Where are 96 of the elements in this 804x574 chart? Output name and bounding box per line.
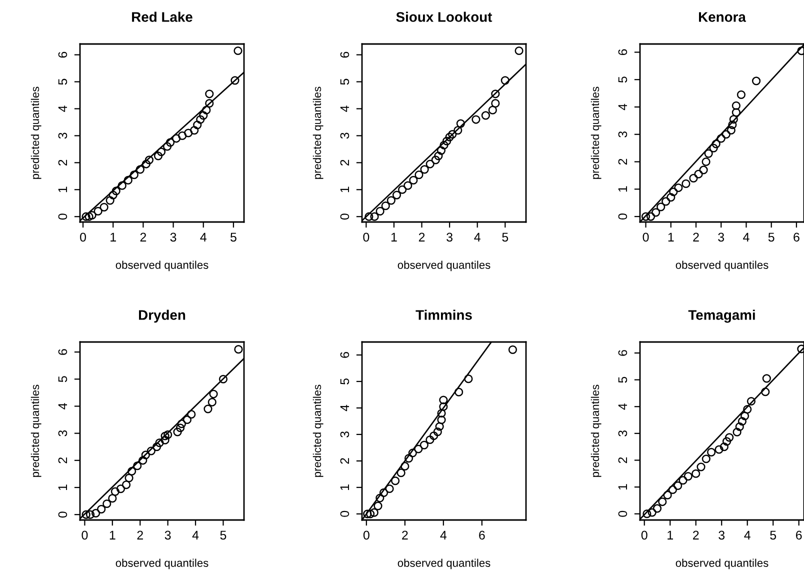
y-tick-label: 0 bbox=[618, 510, 628, 517]
y-tick-label: 2 bbox=[58, 458, 67, 464]
x-tick-label: 4 bbox=[743, 232, 750, 242]
y-tick-label: 6 bbox=[58, 52, 68, 58]
y-tick-label: 2 bbox=[58, 160, 67, 166]
x-tick-label: 3 bbox=[718, 530, 725, 540]
y-tick-label: 0 bbox=[340, 510, 350, 517]
y-tick-label: 1 bbox=[340, 186, 349, 192]
y-tick-label: 2 bbox=[340, 160, 349, 166]
x-axis-title: observed quantiles bbox=[398, 260, 490, 272]
y-tick-label: 4 bbox=[618, 104, 627, 110]
x-tick-label: 1 bbox=[110, 530, 116, 540]
x-axis-title: observed quantiles bbox=[398, 558, 490, 570]
chart-title: Timmins bbox=[416, 310, 472, 320]
x-tick-label: 4 bbox=[744, 530, 750, 540]
chart-title: Red Lake bbox=[132, 12, 192, 22]
x-tick-label: 2 bbox=[693, 530, 699, 540]
y-tick-label: 5 bbox=[340, 78, 350, 85]
x-tick-label: 2 bbox=[693, 232, 699, 242]
y-tick-label: 2 bbox=[340, 458, 349, 464]
x-tick-label: 2 bbox=[140, 232, 146, 242]
x-tick-label: 1 bbox=[668, 530, 673, 540]
y-tick-label: 6 bbox=[618, 350, 628, 356]
y-axis-title: predicted quantiles bbox=[312, 86, 324, 179]
y-tick-label: 4 bbox=[58, 403, 67, 410]
chart-title: Temagami bbox=[688, 310, 755, 323]
chart-title: Kenora bbox=[699, 12, 746, 22]
x-tick-label: 5 bbox=[230, 232, 236, 242]
x-tick-label: 4 bbox=[474, 232, 480, 242]
x-tick-label: 0 bbox=[80, 232, 86, 242]
y-axis-title: predicted quantiles bbox=[590, 86, 602, 179]
y-tick-label: 0 bbox=[58, 512, 68, 518]
x-tick-label: 4 bbox=[200, 232, 206, 242]
x-tick-label: 5 bbox=[220, 530, 226, 540]
x-axis-title: observed quantiles bbox=[116, 260, 208, 272]
y-tick-label: 0 bbox=[58, 214, 68, 220]
y-axis-title: predicted quantiles bbox=[312, 384, 324, 477]
chart-title: Sioux Lookout bbox=[396, 12, 492, 22]
x-axis-title: observed quantiles bbox=[676, 558, 768, 570]
y-tick-label: 0 bbox=[618, 214, 628, 220]
x-tick-label: 3 bbox=[446, 232, 452, 242]
y-axis-title: predicted quantiles bbox=[30, 86, 42, 179]
y-tick-label: 1 bbox=[58, 186, 67, 192]
y-tick-label: 6 bbox=[340, 352, 350, 358]
y-tick-label: 5 bbox=[618, 376, 628, 383]
y-tick-label: 3 bbox=[340, 432, 350, 438]
y-tick-label: 4 bbox=[58, 106, 67, 112]
y-tick-label: 4 bbox=[618, 403, 627, 410]
x-axis-title: observed quantiles bbox=[116, 558, 208, 570]
y-tick-label: 5 bbox=[618, 76, 628, 83]
x-tick-label: 5 bbox=[770, 530, 776, 540]
y-tick-label: 5 bbox=[58, 376, 68, 382]
x-tick-label: 6 bbox=[796, 530, 802, 540]
y-tick-label: 2 bbox=[618, 158, 627, 165]
x-tick-label: 0 bbox=[363, 530, 370, 540]
y-tick-label: 1 bbox=[58, 484, 67, 490]
y-tick-label: 5 bbox=[340, 378, 350, 384]
y-tick-label: 0 bbox=[340, 214, 350, 220]
x-tick-label: 5 bbox=[502, 232, 508, 242]
y-tick-label: 3 bbox=[58, 132, 68, 139]
y-tick-label: 4 bbox=[340, 106, 349, 112]
y-tick-label: 6 bbox=[58, 349, 68, 355]
y-tick-label: 4 bbox=[340, 404, 349, 412]
x-tick-label: 1 bbox=[668, 232, 674, 242]
y-axis-title: predicted quantiles bbox=[30, 384, 42, 477]
x-tick-label: 4 bbox=[192, 530, 199, 540]
y-axis-title: predicted quantiles bbox=[590, 384, 602, 477]
chart-title: Dryden bbox=[139, 310, 186, 323]
y-tick-label: 6 bbox=[340, 52, 350, 58]
y-tick-label: 3 bbox=[58, 430, 68, 436]
x-tick-label: 0 bbox=[641, 530, 648, 540]
x-tick-label: 0 bbox=[82, 530, 88, 540]
x-tick-label: 1 bbox=[110, 232, 116, 242]
x-axis-title: observed quantiles bbox=[676, 260, 768, 272]
x-tick-label: 3 bbox=[170, 232, 176, 242]
x-tick-label: 3 bbox=[718, 232, 724, 242]
y-tick-label: 1 bbox=[340, 484, 349, 490]
x-tick-label: 6 bbox=[794, 232, 800, 242]
y-tick-label: 3 bbox=[618, 131, 628, 138]
y-tick-label: 5 bbox=[58, 78, 68, 85]
x-tick-label: 2 bbox=[137, 530, 143, 540]
y-tick-label: 1 bbox=[618, 186, 627, 192]
x-tick-label: 4 bbox=[440, 530, 447, 540]
x-tick-label: 2 bbox=[402, 530, 408, 540]
x-tick-label: 5 bbox=[768, 232, 774, 242]
x-tick-label: 0 bbox=[642, 232, 649, 242]
x-tick-label: 1 bbox=[391, 232, 397, 242]
x-tick-label: 0 bbox=[363, 232, 370, 242]
y-tick-label: 6 bbox=[618, 49, 628, 56]
x-tick-label: 2 bbox=[418, 232, 425, 242]
x-tick-label: 3 bbox=[164, 530, 171, 540]
y-tick-label: 1 bbox=[618, 484, 627, 490]
x-tick-label: 6 bbox=[479, 530, 485, 540]
y-tick-label: 3 bbox=[340, 132, 350, 139]
y-tick-label: 3 bbox=[618, 430, 628, 436]
y-tick-label: 2 bbox=[618, 457, 627, 464]
